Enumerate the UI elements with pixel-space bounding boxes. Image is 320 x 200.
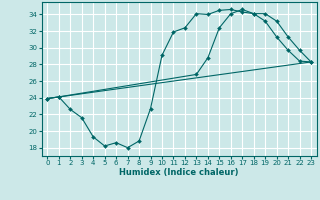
X-axis label: Humidex (Indice chaleur): Humidex (Indice chaleur) xyxy=(119,168,239,177)
